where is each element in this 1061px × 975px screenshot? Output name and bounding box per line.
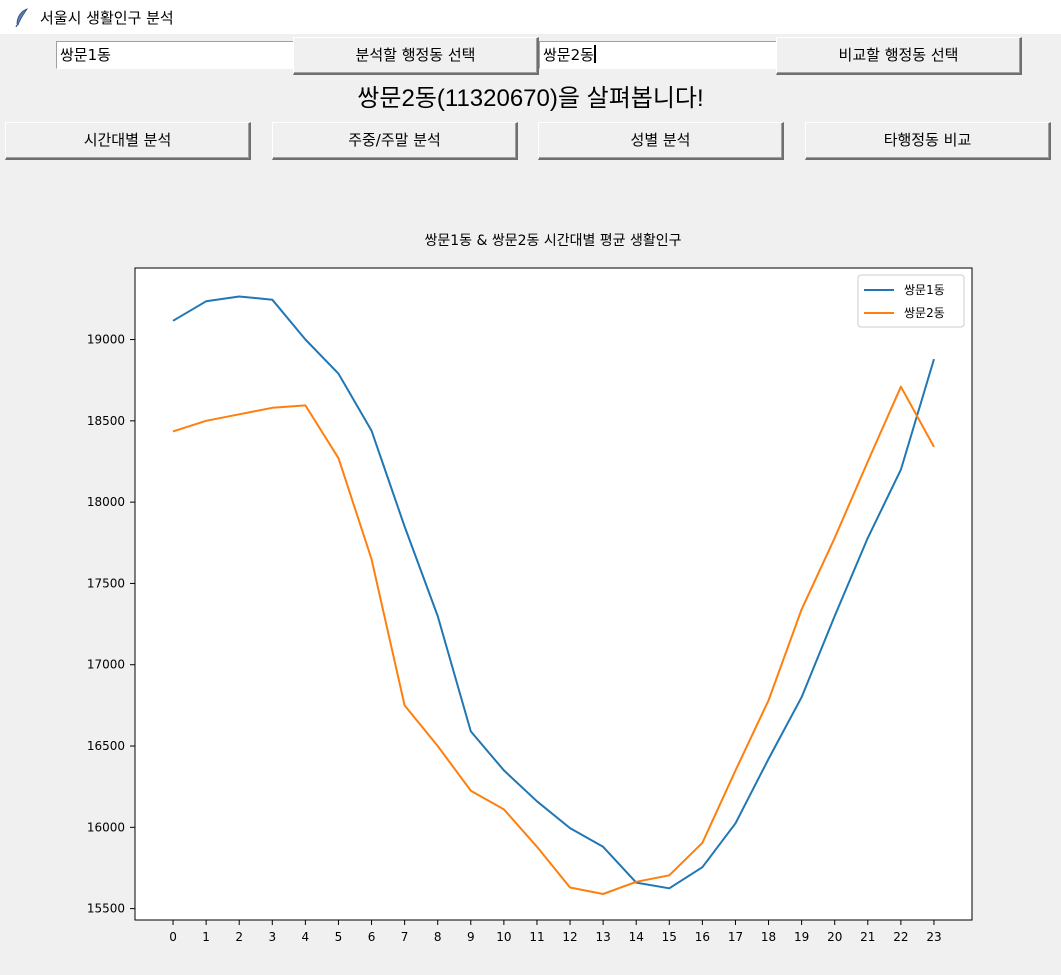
feather-icon bbox=[15, 8, 28, 27]
x-tick-label: 21 bbox=[860, 930, 875, 944]
x-tick-label: 5 bbox=[335, 930, 343, 944]
x-tick-label: 7 bbox=[401, 930, 409, 944]
select-compare-dong-button[interactable]: 비교할 행정동 선택 bbox=[776, 37, 1022, 75]
series-line-2 bbox=[172, 385, 935, 895]
x-tick-label: 8 bbox=[434, 930, 442, 944]
y-tick-label: 19000 bbox=[87, 333, 125, 347]
chart-area: 쌍문1동 & 쌍문2동 시간대별 평균 생활인구 15500 16000 16500… bbox=[0, 200, 1061, 971]
y-tick-label: 18000 bbox=[87, 495, 125, 509]
compare-dong-analysis-button[interactable]: 타행정동 비교 bbox=[805, 122, 1051, 160]
series-group bbox=[172, 295, 935, 895]
text-caret bbox=[593, 45, 596, 63]
series-line-1 bbox=[172, 295, 935, 890]
legend-label-2: 쌍문2동 bbox=[904, 306, 945, 320]
compare-dong-input-value: 쌍문2동 bbox=[543, 46, 594, 64]
title-bar: 서울시 생활인구 분석 bbox=[0, 0, 1061, 34]
x-tick-label: 14 bbox=[629, 930, 644, 944]
legend-label-1: 쌍문1동 bbox=[904, 283, 945, 297]
x-tick-label: 15 bbox=[662, 930, 677, 944]
x-tick-label: 22 bbox=[893, 930, 908, 944]
x-tick-label: 2 bbox=[235, 930, 243, 944]
x-tick-label: 11 bbox=[529, 930, 544, 944]
compare-dong-input[interactable]: 쌍문2동 bbox=[539, 41, 777, 69]
x-tick-label: 3 bbox=[268, 930, 276, 944]
x-tick-label: 19 bbox=[794, 930, 809, 944]
y-tick-label: 16000 bbox=[87, 820, 125, 834]
x-tick-label: 1 bbox=[202, 930, 210, 944]
page-heading: 쌍문2동(11320670)을 살펴봅니다! bbox=[357, 85, 704, 112]
weekday-weekend-analysis-button[interactable]: 주중/주말 분석 bbox=[272, 122, 518, 160]
x-tick-label: 12 bbox=[562, 930, 577, 944]
x-tick-label: 4 bbox=[302, 930, 310, 944]
target-dong-input[interactable]: 쌍문1동 bbox=[56, 41, 294, 69]
target-dong-input-value: 쌍문1동 bbox=[60, 46, 111, 64]
x-tick-label: 9 bbox=[467, 930, 475, 944]
x-tick-label: 10 bbox=[496, 930, 511, 944]
x-tick-label: 16 bbox=[695, 930, 710, 944]
y-tick-label: 15500 bbox=[87, 902, 125, 916]
y-tick-label: 18500 bbox=[87, 414, 125, 428]
y-tick-label: 17500 bbox=[87, 576, 125, 590]
plot-frame bbox=[134, 267, 973, 921]
x-tick-label: 0 bbox=[169, 930, 177, 944]
x-axis: 0 1 2 3 4 5 6 7 8 9 10 11 12 13 14 15 16 17 18 19 20 21 22 23 bbox=[169, 920, 942, 944]
x-tick-label: 18 bbox=[761, 930, 776, 944]
hourly-analysis-button[interactable]: 시간대별 분석 bbox=[5, 122, 251, 160]
y-tick-label: 17000 bbox=[87, 658, 125, 672]
select-target-dong-button[interactable]: 분석할 행정동 선택 bbox=[293, 37, 539, 75]
chart-title: 쌍문1동 & 쌍문2동 시간대별 평균 생활인구 bbox=[424, 233, 681, 249]
x-tick-label: 6 bbox=[368, 930, 376, 944]
x-tick-label: 13 bbox=[595, 930, 610, 944]
gender-analysis-button[interactable]: 성별 분석 bbox=[538, 122, 784, 160]
x-tick-label: 23 bbox=[926, 930, 941, 944]
x-tick-label: 20 bbox=[827, 930, 842, 944]
line-chart: 쌍문1동 & 쌍문2동 시간대별 평균 생활인구 15500 16000 16500… bbox=[87, 233, 973, 944]
y-tick-label: 16500 bbox=[87, 739, 125, 753]
y-axis: 15500 16000 16500 17000 17500 18000 18500 19000 bbox=[87, 333, 135, 916]
x-tick-label: 17 bbox=[728, 930, 743, 944]
window-title: 서울시 생활인구 분석 bbox=[40, 8, 174, 27]
